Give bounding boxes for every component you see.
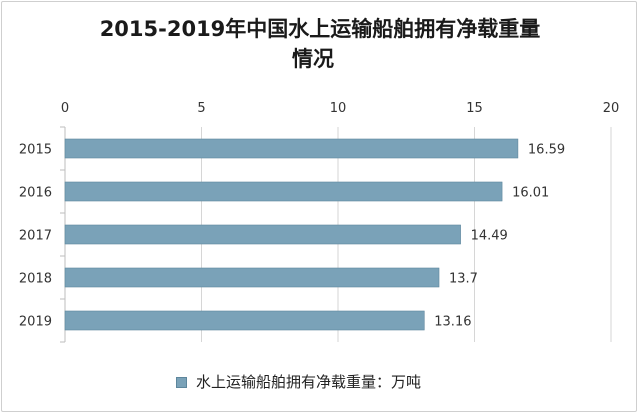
bar-2015: [64, 138, 519, 159]
bar-2017: [64, 224, 461, 245]
data-label-2018: 13.7: [449, 272, 478, 287]
data-label-2019: 13.16: [434, 315, 471, 330]
category-label-2016: 2016: [19, 186, 52, 201]
x-tick-label-2: 10: [330, 101, 347, 116]
legend-swatch: [176, 376, 187, 388]
category-label-2015: 2015: [19, 143, 52, 158]
bar-2018: [64, 267, 440, 288]
chart-title: 2015-2019年中国水上运输船舶拥有净载重量 情况: [0, 14, 640, 74]
legend-label: 水上运输船舶拥有净载重量：万吨: [196, 373, 422, 391]
bar-2019: [64, 310, 425, 331]
chart-title-line-2: 情况: [292, 47, 334, 71]
x-tick-label-3: 15: [466, 101, 483, 116]
x-tick-label-0: 0: [61, 101, 69, 116]
category-label-2019: 2019: [19, 315, 52, 330]
data-label-2015: 16.59: [528, 143, 565, 158]
category-label-2018: 2018: [19, 272, 52, 287]
category-label-2017: 2017: [19, 229, 52, 244]
chart-title-line-1: 2015-2019年中国水上运输船舶拥有净载重量: [99, 17, 541, 41]
bar-2016: [64, 181, 503, 202]
x-tick-label-1: 5: [197, 101, 205, 116]
x-tick-label-4: 20: [603, 101, 620, 116]
legend: 水上运输船舶拥有净载重量：万吨: [176, 372, 421, 392]
data-label-2016: 16.01: [512, 186, 549, 201]
data-label-2017: 14.49: [471, 229, 508, 244]
